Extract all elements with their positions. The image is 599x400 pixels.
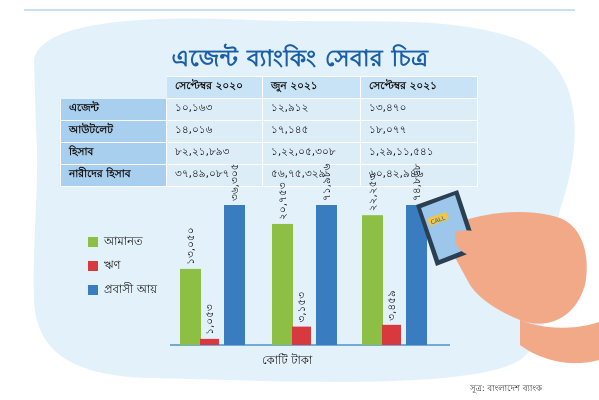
- chart-legend: আমানত ঋণ প্রবাসী আয়: [88, 230, 157, 302]
- data-label-loan: ১,০৫৩: [204, 304, 216, 335]
- call-badge-icon: [427, 211, 449, 227]
- table-header-cell: সেপ্টেম্বর ২০২১: [360, 76, 478, 99]
- data-label-remittance: ৭১,৯৮৬: [321, 163, 333, 201]
- table-cell: ৬০,৪২,৯৪৬: [360, 164, 478, 187]
- data-label-loan: ৩,১৫৩: [296, 292, 308, 323]
- bar-deposit: [272, 223, 293, 345]
- table-cell: ১,২৯,১১,৫৪১: [360, 142, 478, 165]
- legend-item: আমানত: [88, 230, 157, 254]
- bar-loan: [292, 326, 311, 345]
- legend-swatch: [88, 237, 98, 247]
- legend-swatch: [88, 261, 98, 271]
- table-header-row: সেপ্টেম্বর ২০২০ জুন ২০২১ সেপ্টেম্বর ২০২১: [61, 76, 478, 99]
- data-label-remittance: ৩৬,৩০৫: [229, 163, 241, 201]
- legend-swatch: [88, 285, 98, 295]
- call-text: CALL: [430, 215, 447, 227]
- data-label-remittance: ৭৪,৮৬৮: [411, 163, 423, 201]
- data-label-deposit: ২২,২৫৩: [367, 174, 379, 212]
- table-row: আউটলেট ১৪,০১৬ ১৭,১৪৫ ১৮,০৭৭: [60, 120, 478, 143]
- chart-title: এজেন্ট ব্যাংকিং সেবার চিত্র: [171, 46, 429, 72]
- table-header-cell: সেপ্টেম্বর ২০২০: [166, 76, 263, 99]
- row-label: আউটলেট: [60, 120, 167, 143]
- agent-banking-table: সেপ্টেম্বর ২০২০ জুন ২০২১ সেপ্টেম্বর ২০২১…: [60, 76, 478, 187]
- row-label: এজেন্ট: [60, 98, 167, 121]
- data-label-loan: ৩,৪৫৯: [386, 290, 398, 321]
- bar-deposit: [362, 215, 383, 345]
- legend-label: ঋণ: [104, 257, 121, 272]
- table-cell: ৩৭,৪৯,০৮৭: [166, 164, 263, 187]
- table-cell: ১৮,০৭৭: [360, 120, 478, 143]
- bar-loan: [382, 324, 401, 345]
- source-note: সূত্র: বাংলাদেশ ব্যাংক: [470, 384, 542, 394]
- table-header-cell: জুন ২০২১: [262, 76, 361, 99]
- table-row: নারীদের হিসাব ৩৭,৪৯,০৮৭ ৫৬,৭৫,৩২৯ ৬০,৪২,…: [60, 164, 478, 187]
- table-cell: ১৩,৪৭০: [360, 98, 478, 121]
- row-label: নারীদের হিসাব: [60, 164, 167, 187]
- table-row: হিসাব ৮২,২১,৮৯৩ ১,২২,০৫,৩০৮ ১,২৯,১১,৫৪১: [60, 142, 478, 165]
- bar-remittance: [316, 205, 337, 345]
- table-row: এজেন্ট ১০,১৬৩ ১২,৯১২ ১৩,৪৭০: [60, 98, 478, 121]
- table-cell: ১২,৯১২: [262, 98, 361, 121]
- data-label-deposit: ১৩,০৫০: [185, 227, 197, 265]
- bar-deposit: [180, 268, 201, 345]
- bar-remittance: [406, 205, 427, 345]
- table-cell: ৫৬,৭৫,৩২৯: [262, 164, 361, 187]
- legend-item: ঋণ: [88, 254, 157, 278]
- data-label-deposit: ২০,৭৫৩: [277, 182, 289, 220]
- legend-label: প্রবাসী আয়: [104, 281, 158, 296]
- wrist-icon: [520, 320, 599, 364]
- table-cell: ১৪,০১৬: [166, 120, 263, 143]
- legend-item: প্রবাসী আয়: [88, 278, 157, 302]
- legend-label: আমানত: [104, 233, 143, 248]
- unit-label: কোটি টাকা: [262, 353, 313, 367]
- table-cell: ১,২২,০৫,৩০৮: [262, 142, 361, 165]
- thumb-icon: [455, 230, 490, 256]
- bar-loan: [200, 338, 219, 345]
- bar-remittance: [224, 205, 245, 345]
- table-cell: ১৭,১৪৫: [262, 120, 361, 143]
